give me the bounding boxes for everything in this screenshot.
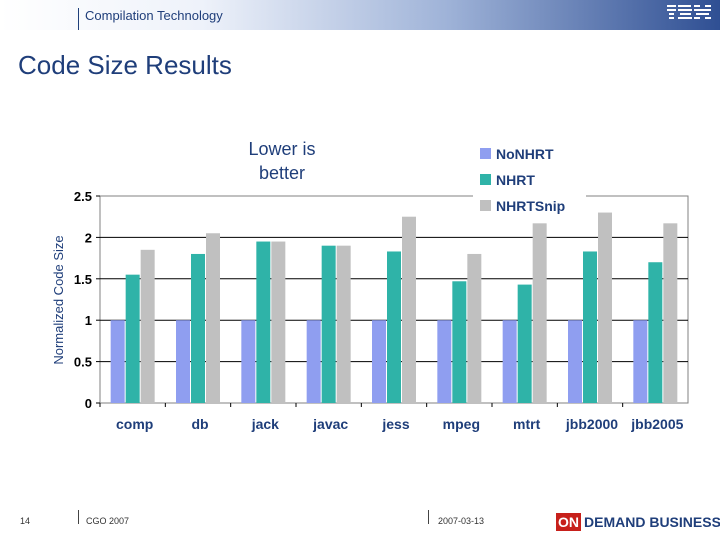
page-number: 14 (20, 516, 31, 526)
bar-nhrtsnip-db (206, 233, 220, 403)
ibm-logo (667, 5, 711, 19)
bar-nhrt-jbb2000 (583, 251, 597, 403)
bar-nhrtsnip-mtrt (532, 223, 547, 403)
header-bar: Compilation Technology (0, 0, 720, 30)
slide-title: Code Size Results (18, 50, 232, 80)
bar-nonhrt-mpeg (437, 320, 452, 403)
annotation-line: Lower is (248, 139, 315, 159)
bar-nhrtsnip-comp (140, 249, 155, 403)
bar-nhrtsnip-jbb2000 (598, 212, 612, 403)
bar-nonhrt-comp (110, 320, 125, 403)
x-tick-label: jbb2005 (630, 416, 683, 432)
bar-nonhrt-mtrt (502, 320, 517, 403)
y-tick-label: 1 (85, 313, 92, 328)
y-tick-label: 2.5 (74, 189, 92, 204)
x-tick-label: comp (116, 416, 153, 432)
bar-nhrtsnip-javac (336, 245, 351, 403)
legend-label: NHRTSnip (496, 198, 565, 214)
bar-nhrtsnip-mpeg (467, 253, 482, 403)
x-tick-label: jbb2000 (565, 416, 618, 432)
bar-nhrtsnip-jbb2005 (663, 223, 678, 403)
footer-separator (428, 510, 429, 524)
section-title: Compilation Technology (85, 8, 223, 23)
bar-nhrt-mtrt (517, 284, 532, 403)
bar-nhrtsnip-jess (402, 216, 416, 403)
date-label: 2007-03-13 (438, 516, 485, 526)
y-tick-label: 1.5 (74, 272, 92, 287)
footer-separator (78, 510, 79, 524)
annotation-line: better (259, 163, 305, 183)
bar-nhrt-jess (387, 251, 401, 403)
bar-nhrt-db (191, 253, 205, 403)
legend-swatch-nhrtsnip (480, 200, 491, 211)
bar-nhrt-comp (125, 274, 140, 403)
y-tick-label: 2 (85, 230, 92, 245)
bar-nonhrt-jess (372, 320, 386, 403)
legend-swatch-nhrt (480, 174, 491, 185)
legend-box (473, 141, 586, 219)
bar-nhrtsnip-jack (271, 241, 286, 403)
bar-nonhrt-jack (241, 320, 256, 403)
y-tick-label: 0.5 (74, 355, 92, 370)
bar-nhrt-jbb2005 (648, 262, 663, 403)
x-tick-label: mtrt (513, 416, 541, 432)
bar-nhrt-jack (256, 241, 271, 403)
y-tick-label: 0 (85, 396, 92, 411)
x-tick-label: mpeg (443, 416, 480, 432)
x-tick-label: jess (381, 416, 409, 432)
bar-nonhrt-javac (306, 320, 321, 403)
conference-label: CGO 2007 (86, 516, 130, 526)
on-demand-business-logo: ON DEMAND BUSINESS (556, 513, 720, 531)
x-tick-label: jack (251, 416, 279, 432)
bar-nhrt-javac (321, 245, 336, 403)
bar-nhrt-mpeg (452, 281, 467, 403)
bar-nonhrt-db (176, 320, 190, 403)
header-separator (78, 8, 79, 30)
bar-nonhrt-jbb2000 (568, 320, 582, 403)
bar-nonhrt-jbb2005 (633, 320, 648, 403)
x-tick-label: javac (312, 416, 348, 432)
legend-label: NoNHRT (496, 146, 554, 162)
y-axis-label: Normalized Code Size (51, 235, 66, 364)
legend-swatch-nonhrt (480, 148, 491, 159)
legend-label: NHRT (496, 172, 535, 188)
x-tick-label: db (191, 416, 208, 432)
